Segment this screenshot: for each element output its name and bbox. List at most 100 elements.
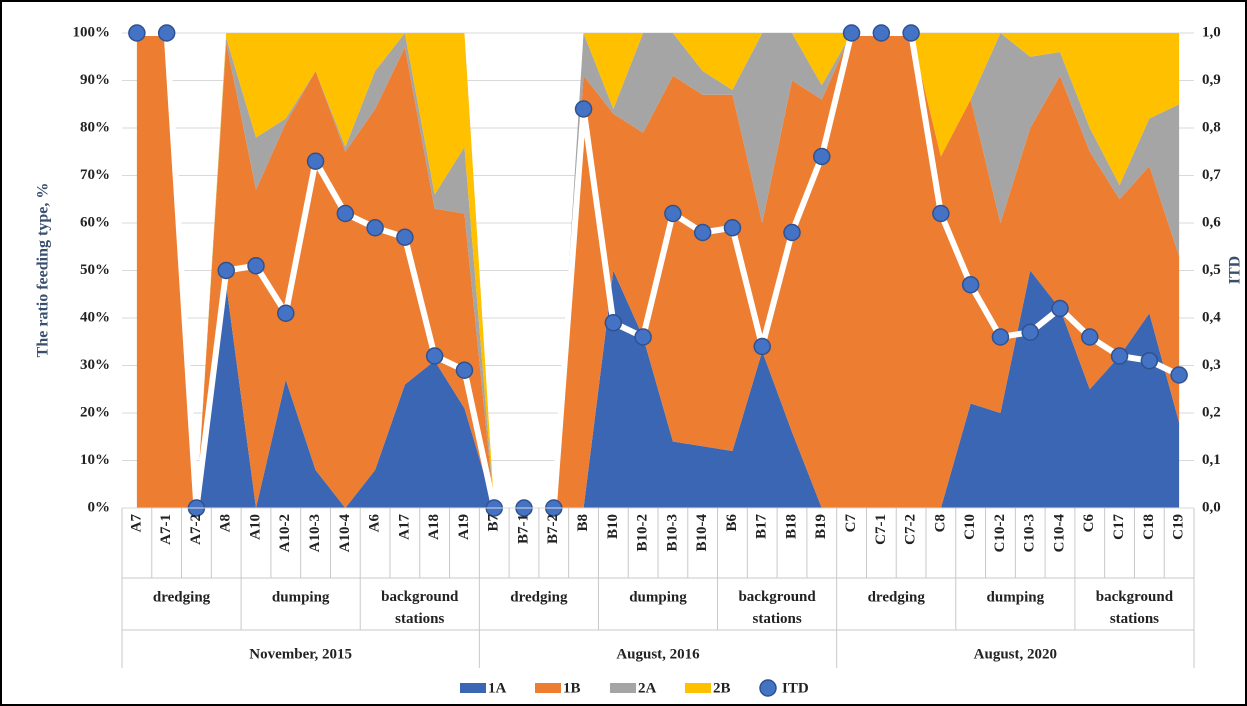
y2-tick-label: 0,3 <box>1202 357 1221 373</box>
itd-marker <box>1140 352 1159 370</box>
group-label: dumping <box>629 589 687 605</box>
itd-marker <box>634 328 652 346</box>
x-tick-label: B6 <box>724 514 740 532</box>
x-tick-label: C19 <box>1171 514 1187 540</box>
itd-marker <box>604 314 623 332</box>
y-tick-label: 40% <box>80 309 110 325</box>
group-label: background stations <box>738 589 816 627</box>
x-tick-label: C10-2 <box>992 514 1008 552</box>
itd-marker <box>1081 328 1099 346</box>
x-tick-label: A10-4 <box>337 514 353 553</box>
x-tick-label: C6 <box>1081 514 1097 533</box>
itd-marker <box>961 276 980 294</box>
itd-marker <box>455 361 474 379</box>
area <box>136 33 1180 508</box>
x-tick-label: B18 <box>783 514 799 539</box>
legend-swatch <box>610 683 636 693</box>
legend-swatch <box>460 683 486 693</box>
x-tick-label: B7-1 <box>515 514 531 544</box>
x-tick-label: A18 <box>426 514 442 540</box>
y-axis-title: The ratio feeding type, % <box>35 183 52 358</box>
x-tick-label: C10 <box>962 514 978 540</box>
itd-marker <box>128 24 146 42</box>
y-tick-label: 90% <box>80 72 110 88</box>
legend-marker <box>759 679 777 697</box>
period-label: August, 2020 <box>974 646 1057 662</box>
y2-tick-label: 1,0 <box>1202 24 1221 40</box>
itd-marker <box>366 219 384 237</box>
y2-tick-label: 0,8 <box>1202 119 1221 135</box>
itd-marker <box>336 204 355 223</box>
x-tick-label: A17 <box>396 514 412 540</box>
y-tick-label: 20% <box>80 404 110 420</box>
x-tick-label: C7 <box>843 514 859 533</box>
itd-marker <box>157 24 176 42</box>
itd-marker <box>306 152 325 170</box>
x-tick-label: B7-2 <box>545 514 561 544</box>
x-tick-label: C17 <box>1111 514 1127 540</box>
y-tick-label: 10% <box>80 452 110 468</box>
y-tick-label: 80% <box>80 119 110 135</box>
itd-marker <box>277 304 295 322</box>
x-tick-label: C8 <box>932 514 948 532</box>
y-tick-label: 100% <box>73 24 111 40</box>
itd-marker <box>1051 299 1069 318</box>
itd-marker <box>574 100 593 118</box>
legend-label: 1B <box>563 680 581 696</box>
itd-marker <box>693 223 712 242</box>
itd-marker <box>396 228 414 246</box>
x-tick-label: B17 <box>754 514 770 540</box>
x-tick-label: A7 <box>128 514 144 533</box>
x-tick-label: A10-2 <box>277 514 293 552</box>
x-tick-label: B19 <box>813 514 829 539</box>
legend-label: 1A <box>488 680 507 696</box>
itd-marker <box>1110 347 1129 365</box>
group-label: dredging <box>868 589 926 605</box>
itd-marker <box>932 204 950 223</box>
legend-label: ITD <box>782 680 809 696</box>
x-tick-label: A6 <box>367 514 383 533</box>
x-tick-label: B10-2 <box>635 514 651 552</box>
group-label: dredging <box>510 589 568 605</box>
y-tick-label: 30% <box>80 357 110 373</box>
group-label: background stations <box>381 589 459 627</box>
y2-tick-label: 0,2 <box>1202 404 1221 420</box>
itd-marker <box>217 261 235 280</box>
itd-marker <box>425 347 444 365</box>
x-tick-label: A8 <box>218 514 234 532</box>
legend-swatch <box>685 683 711 693</box>
x-tick-label: A10 <box>247 514 263 540</box>
y-tick-label: 70% <box>80 167 110 183</box>
y2-tick-label: 0,0 <box>1202 499 1221 515</box>
x-tick-label: B10-4 <box>694 514 710 552</box>
y2-tick-label: 0,1 <box>1202 452 1221 468</box>
x-tick-label: A10-3 <box>307 514 323 552</box>
y2-tick-label: 0,6 <box>1202 214 1221 230</box>
x-tick-label: A19 <box>456 514 472 540</box>
x-tick-label: A7-2 <box>188 514 204 545</box>
legend-label: 2B <box>713 680 731 696</box>
itd-marker <box>723 219 742 237</box>
x-tick-label: A7-1 <box>158 514 174 545</box>
itd-marker <box>902 24 920 42</box>
itd-marker <box>1021 323 1039 341</box>
y2-axis-title: ITD <box>1227 256 1244 284</box>
x-tick-label: C10-3 <box>1022 514 1038 552</box>
group-label: background stations <box>1096 589 1174 627</box>
y2-tick-label: 0,7 <box>1202 167 1221 183</box>
x-tick-label: B10 <box>605 514 621 539</box>
legend-label: 2A <box>638 680 657 696</box>
group-label: dredging <box>153 589 211 605</box>
itd-marker <box>753 337 771 356</box>
y-tick-label: 0% <box>88 499 111 515</box>
itd-marker <box>991 328 1010 346</box>
y-tick-label: 50% <box>80 262 110 278</box>
group-label: dumping <box>987 589 1045 605</box>
y2-tick-label: 0,5 <box>1202 262 1221 278</box>
period-label: August, 2016 <box>616 646 700 662</box>
x-tick-label: C7-1 <box>873 514 889 545</box>
y2-tick-label: 0,9 <box>1202 72 1221 88</box>
x-tick-label: B7 <box>486 514 502 532</box>
legend-swatch <box>535 683 561 693</box>
itd-marker <box>1170 366 1188 384</box>
